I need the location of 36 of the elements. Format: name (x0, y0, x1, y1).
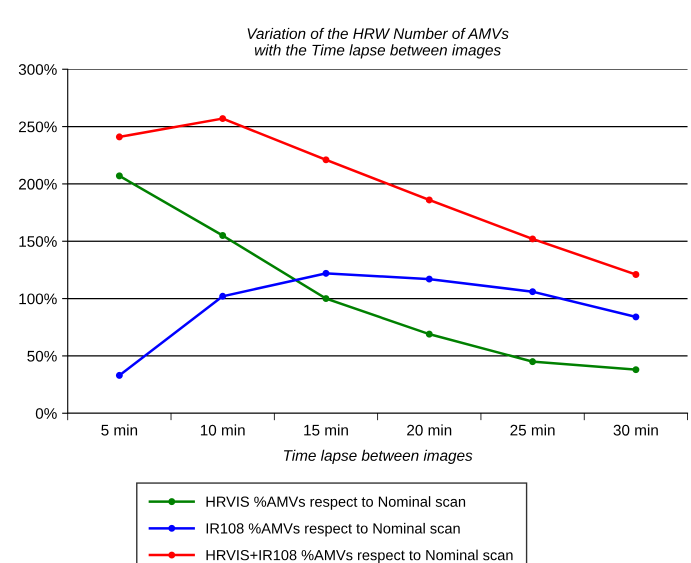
x-tick-label: 10 min (200, 424, 245, 436)
x-tick-label: 25 min (510, 424, 555, 436)
point (632, 271, 640, 278)
point (322, 156, 330, 164)
y-tick-label: 0% (36, 408, 57, 419)
point (426, 276, 433, 283)
legend-label: HRVIS %AMVs respect to Nominal scan (206, 496, 466, 510)
point (632, 366, 640, 374)
chart-title: Variation of the HRW Number of AMVs with the Time lapse between images (248, 28, 509, 59)
point (632, 313, 640, 320)
point (529, 235, 536, 242)
x-tick-label: 20 min (407, 424, 452, 436)
point (116, 372, 123, 379)
y-tick-label: 200% (18, 178, 57, 190)
x-tick-label: 30 min (614, 424, 658, 436)
y-tick-label: 250% (18, 121, 57, 132)
y-tick-label: 300% (18, 64, 57, 75)
point (219, 292, 226, 300)
y-tick-label: 50% (27, 350, 57, 362)
point (529, 288, 536, 296)
point (116, 133, 123, 140)
point (322, 270, 330, 277)
y-tick-label: 150% (19, 236, 57, 247)
point (322, 295, 330, 302)
point (219, 115, 226, 122)
point (426, 330, 433, 338)
x-axis-title: Time lapse between images (284, 450, 472, 464)
point (426, 196, 433, 204)
x-tick-label: 15 min (304, 424, 348, 436)
point (219, 232, 226, 239)
y-tick-label: 100% (19, 293, 57, 304)
legend-label: IR108 %AMVs respect to Nominal scan (206, 522, 460, 536)
legend-label: HRVIS+IR108 %AMVs respect to Nominal scan (206, 550, 513, 563)
point (529, 358, 536, 366)
x-tick-label: 5 min (101, 424, 138, 436)
point (116, 172, 123, 180)
